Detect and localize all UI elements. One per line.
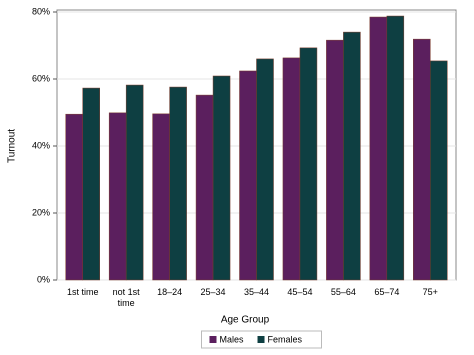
bar bbox=[413, 38, 431, 281]
x-tick-label: 1st time bbox=[66, 287, 99, 297]
bar bbox=[169, 86, 187, 281]
x-axis-label: Age Group bbox=[221, 315, 270, 326]
bar bbox=[212, 75, 231, 281]
bar bbox=[326, 39, 344, 281]
x-tick-label: 45–54 bbox=[287, 287, 313, 297]
legend-label: Males bbox=[220, 334, 245, 344]
bar bbox=[282, 57, 301, 281]
bar bbox=[386, 15, 405, 281]
bar bbox=[430, 60, 448, 281]
x-tick-label: 65–74 bbox=[374, 287, 400, 297]
y-tick-label: 80% bbox=[32, 6, 50, 16]
legend-swatch bbox=[257, 336, 265, 343]
y-axis-label: Turnout bbox=[7, 129, 18, 163]
bar bbox=[195, 94, 214, 281]
bar bbox=[256, 58, 274, 281]
x-tick-label: 55–64 bbox=[330, 287, 356, 297]
y-tick-label: 40% bbox=[32, 140, 50, 150]
bar bbox=[152, 113, 170, 281]
y-tick-label: 20% bbox=[32, 207, 50, 217]
legend-box bbox=[201, 330, 322, 349]
bar bbox=[299, 47, 318, 281]
legend-swatch bbox=[209, 336, 217, 343]
x-tick-label: not 1st time bbox=[112, 287, 140, 308]
y-tick-label: 0% bbox=[37, 274, 50, 284]
bar bbox=[82, 87, 100, 281]
bar bbox=[343, 31, 361, 281]
bar bbox=[125, 84, 144, 281]
legend-label: Females bbox=[268, 334, 303, 344]
x-tick-label: 25–34 bbox=[200, 287, 226, 297]
bar bbox=[369, 16, 388, 281]
x-tick-label: 18–24 bbox=[157, 287, 183, 297]
y-tick-label: 60% bbox=[32, 73, 50, 83]
bar bbox=[239, 70, 257, 281]
x-tick-label: 35–44 bbox=[243, 287, 270, 297]
bar bbox=[65, 113, 83, 281]
x-tick-label: 75+ bbox=[422, 287, 438, 297]
bar bbox=[108, 112, 127, 281]
